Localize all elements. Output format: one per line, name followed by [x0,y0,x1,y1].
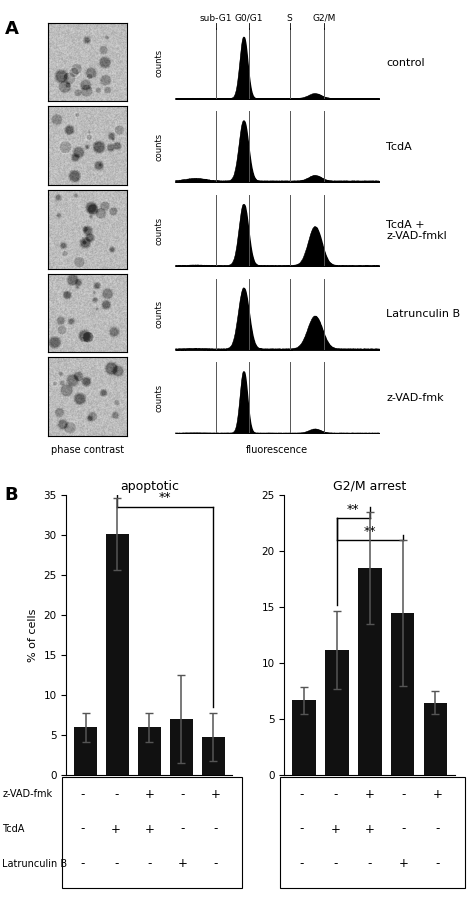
Text: counts: counts [155,300,163,328]
Text: B: B [5,486,18,504]
Text: -: - [81,823,85,835]
Text: -: - [333,788,338,801]
Bar [391,613,414,775]
Y-axis label: % of cells: % of cells [28,609,38,662]
Text: Latrunculin B: Latrunculin B [386,309,460,319]
Text: -: - [114,857,118,870]
Text: +: + [145,823,154,835]
Text: -: - [299,788,304,801]
Text: +: + [145,788,154,801]
Bar [74,727,97,775]
Text: -: - [147,857,152,870]
Bar [201,737,225,775]
Text: -: - [180,823,185,835]
Text: -: - [299,823,304,835]
Bar [106,534,129,775]
Text: -: - [213,857,218,870]
Text: **: ** [364,525,376,538]
Bar [138,727,161,775]
Text: -: - [436,857,440,870]
Text: +: + [399,857,409,870]
Text: +: + [111,823,121,835]
Text: -: - [299,857,304,870]
Text: **: ** [347,503,360,515]
Text: G0/G1: G0/G1 [235,14,263,23]
Title: G2/M arrest: G2/M arrest [333,480,406,493]
Text: +: + [365,788,374,801]
Text: phase contrast: phase contrast [51,445,124,455]
Text: z-VAD-fmk: z-VAD-fmk [386,393,444,403]
Text: fluorescence: fluorescence [246,445,309,455]
Bar [170,719,193,775]
Text: counts: counts [155,133,163,161]
Text: **: ** [159,491,172,504]
Text: -: - [333,857,338,870]
Title: apoptotic: apoptotic [120,480,179,493]
Text: TcdA: TcdA [2,824,25,834]
Text: -: - [213,823,218,835]
Text: counts: counts [155,49,163,77]
Bar [424,703,447,775]
Text: -: - [436,823,440,835]
Text: Latrunculin B: Latrunculin B [2,858,67,869]
Text: +: + [433,788,443,801]
Text: control: control [386,58,425,68]
Text: S: S [287,14,292,23]
Text: -: - [180,788,185,801]
Bar [325,650,349,775]
Text: +: + [331,823,340,835]
Text: sub-G1: sub-G1 [200,14,232,23]
Text: +: + [365,823,374,835]
Text: z-VAD-fmk: z-VAD-fmk [2,789,53,800]
Text: -: - [367,857,372,870]
Text: counts: counts [155,384,163,412]
Text: A: A [5,20,18,38]
Text: +: + [211,788,220,801]
Text: +: + [178,857,187,870]
Text: -: - [401,788,406,801]
Text: -: - [114,788,118,801]
Text: -: - [81,788,85,801]
Text: -: - [81,857,85,870]
Text: TcdA: TcdA [386,142,412,152]
Text: TcdA +
z-VAD-fmkl: TcdA + z-VAD-fmkl [386,220,447,242]
Bar [292,700,316,775]
Text: counts: counts [155,216,163,245]
Text: -: - [401,823,406,835]
Bar [358,568,382,775]
Text: G2/M: G2/M [312,14,336,23]
